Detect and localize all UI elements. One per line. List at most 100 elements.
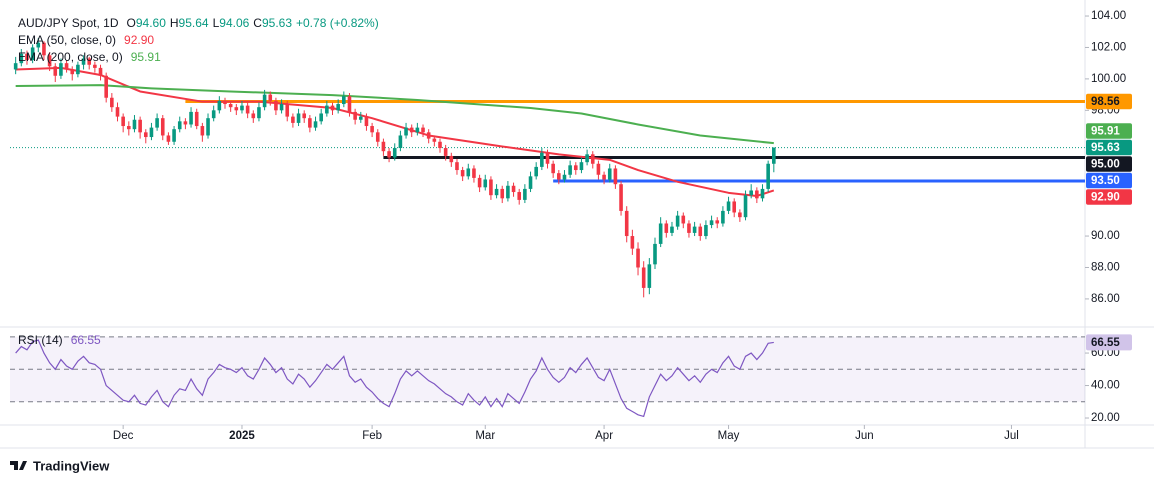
price-tag-label: 95.63 bbox=[1091, 142, 1120, 154]
candle-body bbox=[392, 148, 397, 158]
candle-body bbox=[602, 174, 606, 180]
ema-line bbox=[15, 84, 774, 145]
candle-body bbox=[30, 47, 35, 61]
candle-body bbox=[590, 154, 595, 164]
candle-body bbox=[534, 166, 538, 177]
candle-body bbox=[358, 116, 363, 120]
candle-body bbox=[596, 163, 601, 175]
legend-value: 92.90 bbox=[124, 33, 154, 47]
candle-body bbox=[409, 127, 414, 133]
candle-body bbox=[709, 220, 714, 226]
change-value: +0.78 (+0.82%) bbox=[296, 16, 379, 30]
candle-body bbox=[70, 69, 75, 75]
candle-body bbox=[189, 111, 193, 125]
price-tag-label: 93.50 bbox=[1091, 175, 1120, 187]
candle-body bbox=[279, 104, 284, 111]
ohlc-value: 95.64 bbox=[179, 16, 209, 30]
price-tag bbox=[1086, 139, 1132, 156]
candle-body bbox=[528, 176, 533, 189]
candle-body bbox=[149, 127, 154, 138]
price-tag bbox=[1086, 123, 1132, 139]
x-tick-label: Jul bbox=[1004, 430, 1019, 442]
candle-body bbox=[42, 42, 46, 56]
candle-body bbox=[426, 132, 431, 139]
candle-body bbox=[681, 215, 686, 224]
candle-body bbox=[347, 96, 352, 112]
rsi-tick-label: 40.00 bbox=[1091, 380, 1120, 392]
candle-body bbox=[183, 121, 188, 125]
ohlc-value: 95.63 bbox=[262, 16, 292, 30]
marks-layer bbox=[13, 38, 776, 418]
candle-body bbox=[466, 168, 471, 177]
candle-body bbox=[636, 248, 640, 268]
candle-body bbox=[132, 119, 137, 130]
candle-body bbox=[81, 58, 86, 65]
candle-body bbox=[302, 113, 307, 119]
candle-body bbox=[613, 168, 618, 185]
candle-body bbox=[647, 264, 652, 288]
rsi-tick-label: 20.00 bbox=[1091, 412, 1120, 424]
candle-body bbox=[704, 225, 708, 237]
candle-body bbox=[477, 177, 482, 188]
candle-body bbox=[245, 105, 250, 114]
candle-body bbox=[172, 129, 176, 142]
candle-body bbox=[715, 220, 720, 224]
candle-body bbox=[177, 121, 182, 130]
price-tag bbox=[1086, 189, 1132, 205]
candle-body bbox=[93, 64, 97, 68]
candle-body bbox=[143, 132, 148, 138]
x-tick-label: Apr bbox=[595, 430, 613, 442]
logo-text: TradingView bbox=[33, 458, 110, 473]
candle-body bbox=[59, 63, 63, 76]
candle-body bbox=[308, 118, 312, 128]
candle-body bbox=[579, 162, 584, 171]
rsi-name: RSI (14) bbox=[18, 333, 63, 347]
candle-body bbox=[415, 127, 420, 133]
legend-name: EMA (50, close, 0) bbox=[18, 33, 116, 47]
rsi-line bbox=[15, 339, 774, 418]
candle-body bbox=[743, 195, 748, 218]
candle-body bbox=[511, 185, 516, 193]
rsi-tag-label: 66.55 bbox=[1091, 337, 1120, 349]
candle-body bbox=[573, 165, 578, 171]
y-tick-label: 90.00 bbox=[1091, 230, 1120, 242]
candle-body bbox=[285, 104, 290, 117]
ohlc-label: O bbox=[127, 16, 136, 30]
candle-body bbox=[404, 127, 408, 136]
candle-body bbox=[353, 111, 357, 120]
candle-body bbox=[557, 173, 561, 180]
candle-body bbox=[223, 100, 227, 105]
candle-body bbox=[489, 179, 493, 196]
legend-title: AUD/JPY Spot, 1D bbox=[18, 16, 119, 30]
candle-body bbox=[738, 212, 742, 218]
candle-body bbox=[619, 184, 623, 211]
candle-body bbox=[115, 107, 120, 117]
candle-body bbox=[325, 105, 329, 114]
price-tag-label: 95.00 bbox=[1091, 158, 1120, 170]
candle-body bbox=[104, 75, 108, 98]
ohlc-label: L bbox=[213, 16, 220, 30]
candle-body bbox=[296, 113, 301, 123]
candle-body bbox=[506, 185, 510, 199]
y-tick-label: 88.00 bbox=[1091, 262, 1120, 274]
candle-body bbox=[585, 154, 589, 163]
candle-body bbox=[228, 104, 233, 108]
candle-body bbox=[127, 126, 131, 130]
candle-body bbox=[523, 188, 527, 200]
rsi-value: 66.55 bbox=[71, 333, 101, 347]
candle-body bbox=[76, 64, 80, 75]
candle-body bbox=[166, 135, 171, 142]
candle-body bbox=[624, 210, 629, 237]
candle-body bbox=[257, 107, 261, 119]
y-tick-label: 102.00 bbox=[1091, 41, 1126, 53]
candle-body bbox=[206, 118, 210, 136]
candle-body bbox=[47, 55, 52, 67]
candle-body bbox=[234, 107, 239, 111]
ohlc-label: C bbox=[253, 16, 262, 30]
candle-body bbox=[545, 152, 550, 164]
x-tick-label: Dec bbox=[113, 430, 134, 442]
candle-body bbox=[432, 138, 437, 142]
candle-body bbox=[110, 97, 114, 108]
